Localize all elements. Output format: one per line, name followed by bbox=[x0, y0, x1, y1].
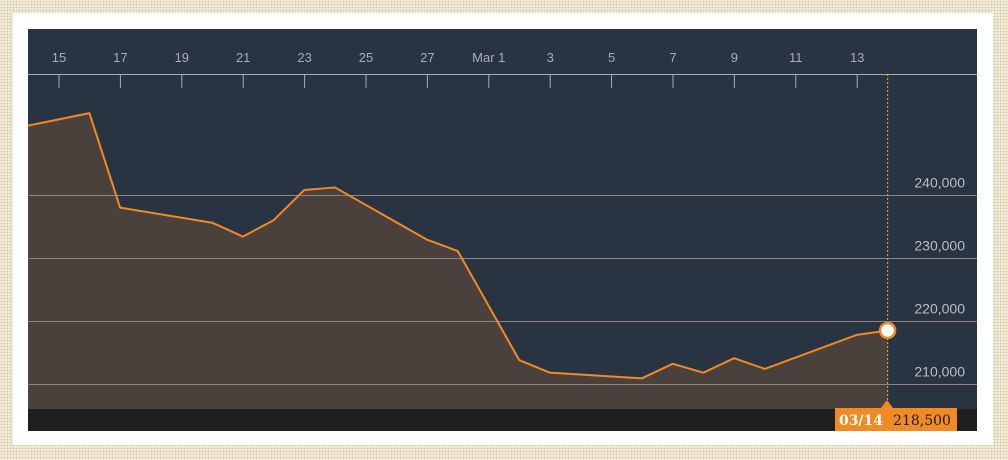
x-axis-band bbox=[28, 409, 977, 431]
x-tick-label: 9 bbox=[731, 50, 738, 65]
x-tick-label: 27 bbox=[420, 50, 434, 65]
x-tick-label: 3 bbox=[547, 50, 554, 65]
grid-layer bbox=[28, 195, 977, 385]
x-tick-label: 23 bbox=[297, 50, 311, 65]
readout-value-bg bbox=[888, 408, 957, 431]
line-layer bbox=[28, 112, 888, 380]
readout-date-bg bbox=[835, 408, 888, 431]
x-tick-label: Mar 1 bbox=[472, 50, 505, 65]
x-tick-label: 17 bbox=[113, 50, 127, 65]
x-tick-label: 15 bbox=[52, 50, 66, 65]
readout-box: 03/14 218,500 bbox=[835, 400, 957, 431]
price-line bbox=[28, 112, 888, 380]
x-tick-label: 7 bbox=[669, 50, 676, 65]
marker-point[interactable] bbox=[878, 321, 897, 340]
x-tick-label: 13 bbox=[850, 50, 864, 65]
y-tick-label: 240,000 bbox=[914, 175, 965, 191]
hover-marker[interactable] bbox=[878, 74, 897, 401]
y-tick-label: 210,000 bbox=[914, 364, 965, 380]
y-tick-label: 220,000 bbox=[914, 301, 965, 317]
x-tick-label: 19 bbox=[175, 50, 189, 65]
y-axis: 210,000 220,000 230,000 240,000 bbox=[914, 175, 965, 380]
y-tick-label: 230,000 bbox=[914, 238, 965, 254]
x-axis: 15 17 19 21 23 25 27 Mar 1 3 5 7 9 11 13 bbox=[52, 50, 864, 88]
readout-value: 218,500 bbox=[893, 413, 951, 429]
x-tick-label: 21 bbox=[236, 50, 250, 65]
price-area bbox=[28, 113, 888, 409]
x-tick-label: 5 bbox=[608, 50, 615, 65]
readout-date: 03/14 bbox=[839, 413, 883, 429]
price-area-chart: 15 17 19 21 23 25 27 Mar 1 3 5 7 9 11 13 210,000 220,0… bbox=[28, 29, 977, 431]
area-layer bbox=[28, 113, 888, 409]
x-tick-label: 25 bbox=[359, 50, 373, 65]
x-tick-label: 11 bbox=[789, 50, 803, 65]
readout-pointer bbox=[881, 400, 893, 408]
